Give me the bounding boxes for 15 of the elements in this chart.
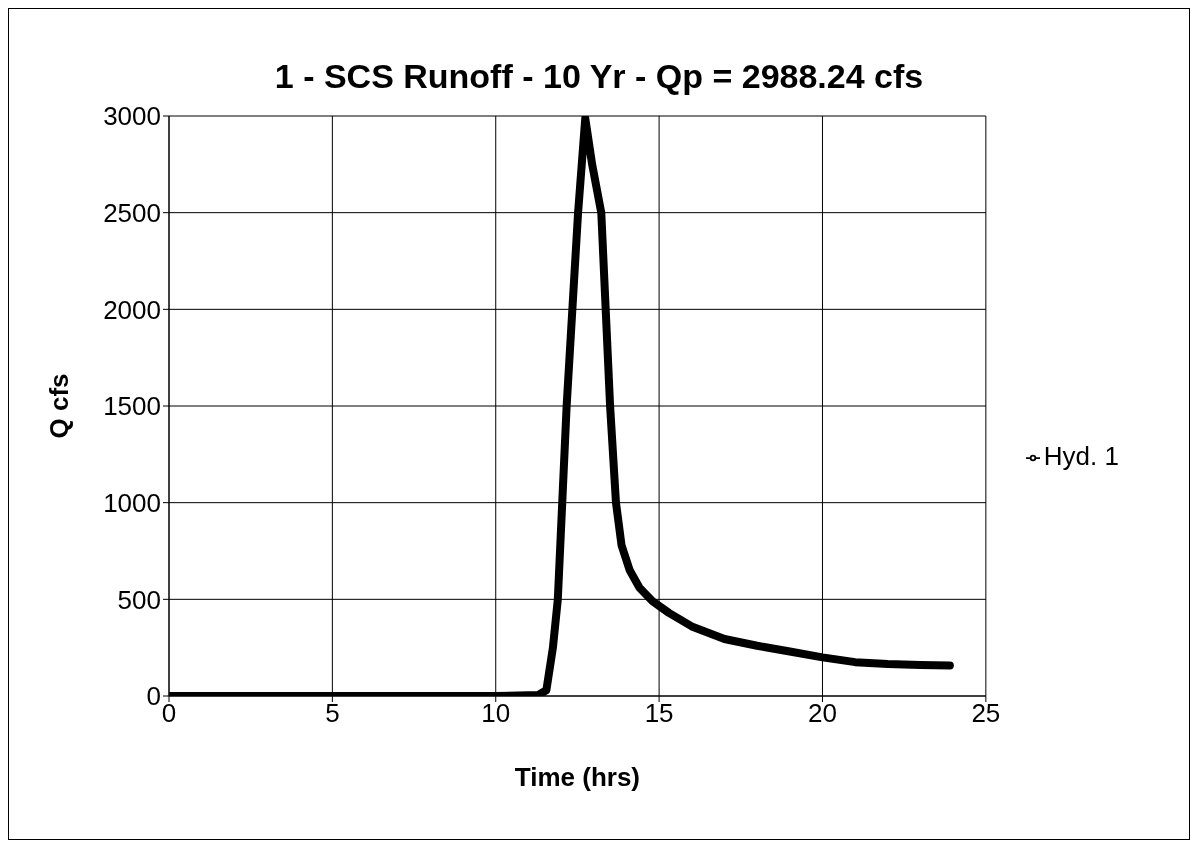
- x-tick-label: 20: [808, 698, 837, 729]
- y-tick-label: 500: [117, 584, 161, 615]
- y-axis-title: Q cfs: [44, 373, 75, 439]
- x-tick-label: 25: [971, 698, 1001, 729]
- x-axis-title: Time (hrs): [514, 762, 641, 792]
- y-tick-label: 1500: [103, 391, 161, 422]
- y-tick-label: 2000: [103, 294, 161, 325]
- x-tick-label: 5: [325, 698, 340, 729]
- chart-title: 1 - SCS Runoff - 10 Yr - Qp = 2988.24 cfs: [273, 57, 925, 96]
- legend-label: Hyd. 1: [1043, 440, 1119, 471]
- y-tick-label: 1000: [103, 487, 161, 518]
- y-tick-label: 2500: [103, 197, 161, 228]
- y-tick-label: 3000: [103, 101, 161, 132]
- x-tick-label: 15: [644, 698, 674, 729]
- x-tick-label: 10: [481, 698, 511, 729]
